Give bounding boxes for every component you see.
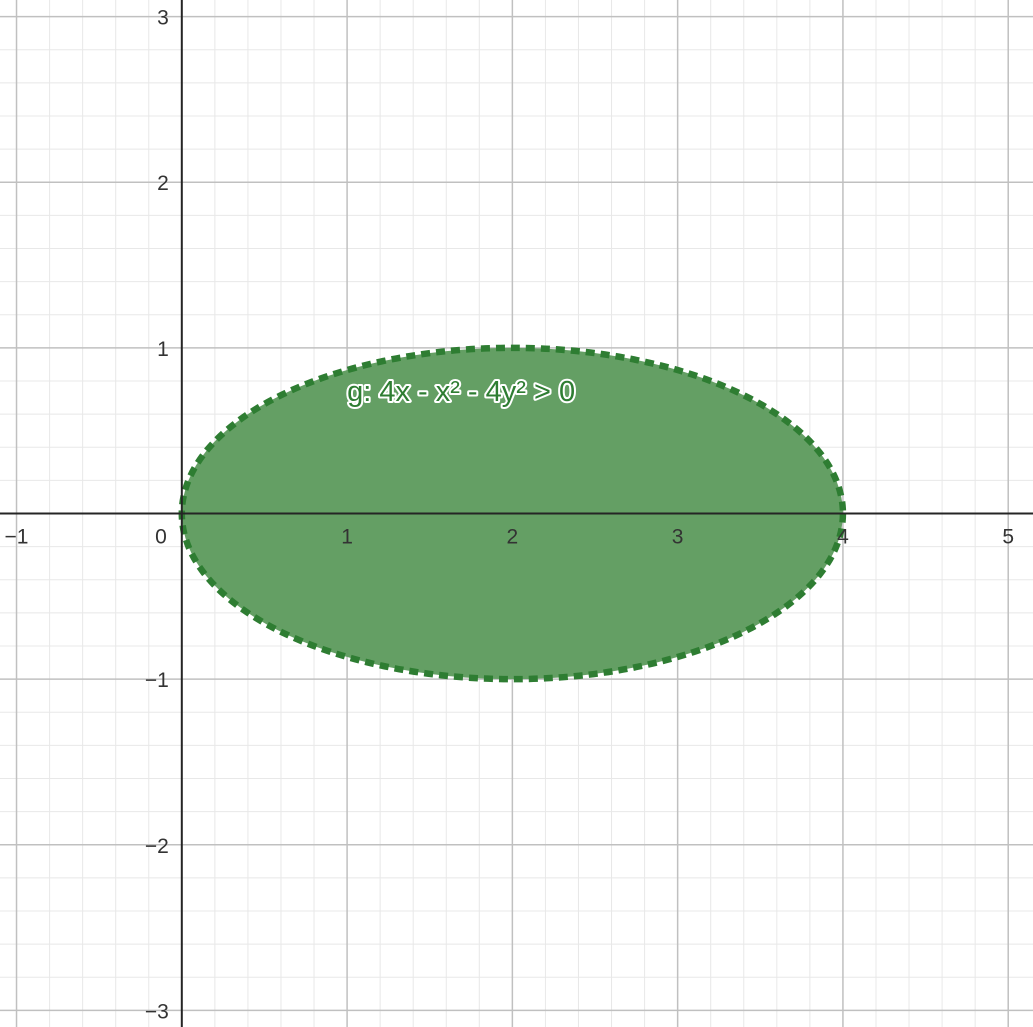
region-label[interactable]: g: 4x - x² - 4y² > 0: [345, 374, 577, 410]
y-tick-label: −2: [145, 835, 169, 858]
x-tick-label: 2: [507, 526, 519, 549]
x-tick-label: −1: [5, 526, 29, 549]
y-tick-label: −3: [145, 1000, 169, 1023]
x-tick-label: 0: [155, 526, 167, 549]
x-tick-label: 4: [837, 526, 849, 549]
x-tick-label: 1: [341, 526, 353, 549]
tick-labels: −1 0 1 2 3 4 5 3 2 1 −1 −2 −3: [5, 7, 1015, 1024]
x-tick-label: 5: [1002, 526, 1014, 549]
y-tick-label: −1: [145, 669, 169, 692]
x-tick-label: 3: [672, 526, 684, 549]
y-tick-label: 2: [157, 172, 169, 195]
y-tick-label: 3: [157, 7, 169, 30]
y-tick-label: 1: [157, 338, 169, 361]
